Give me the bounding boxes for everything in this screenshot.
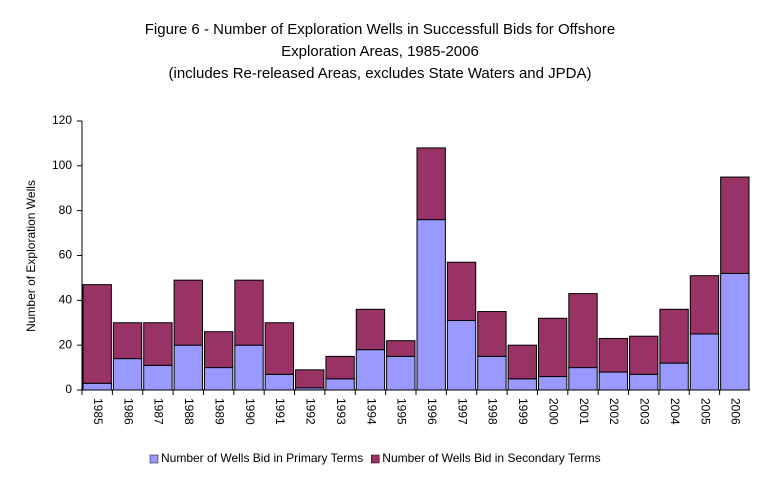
- chart-title: Figure 6 - Number of Exploration Wells i…: [145, 21, 615, 38]
- y-tick-label: 0: [65, 382, 72, 396]
- x-tick-label: 1986: [121, 398, 135, 425]
- x-tick-label: 1988: [182, 398, 196, 425]
- bar-segment: [720, 272, 750, 391]
- y-axis-label: Number of Exploration Wells: [24, 180, 38, 332]
- x-tick-label: 1990: [243, 398, 257, 425]
- y-tick-label: 120: [52, 113, 72, 127]
- x-tick-label: 2005: [698, 398, 712, 425]
- bar-segment: [446, 320, 477, 391]
- bar-segment: [568, 367, 598, 391]
- bar-segment: [112, 358, 143, 391]
- bar-segment: [264, 322, 295, 375]
- bar-segment: [386, 355, 416, 391]
- x-tick-label: 1989: [212, 398, 226, 425]
- bar-segment: [355, 308, 386, 351]
- bar-segment: [234, 279, 264, 346]
- bar-segment: [477, 355, 507, 391]
- bar-segment: [598, 371, 629, 391]
- bar-segment: [598, 337, 629, 373]
- x-tick-label: 1991: [273, 398, 287, 425]
- bar-segment: [325, 378, 355, 391]
- y-tick-label: 80: [59, 203, 73, 217]
- y-tick-label: 100: [52, 158, 72, 172]
- bar-segment: [82, 284, 112, 384]
- bar-segment: [477, 311, 507, 357]
- bar-segment: [629, 373, 659, 391]
- bar-segment: [689, 275, 720, 335]
- bar-segment: [203, 367, 234, 391]
- bar-segment: [720, 176, 750, 274]
- bar-segment: [295, 369, 325, 389]
- y-tick-label: 20: [59, 337, 73, 351]
- bar-segment: [659, 362, 689, 391]
- y-tick-label: 40: [59, 293, 73, 307]
- x-tick-label: 1994: [364, 398, 378, 425]
- bar-segment: [416, 147, 446, 221]
- x-tick-label: 2004: [668, 398, 682, 425]
- chart-title: (includes Re-released Areas, excludes St…: [169, 65, 592, 82]
- x-tick-label: 1997: [455, 398, 469, 425]
- bar-segment: [689, 333, 720, 391]
- x-tick-label: 2002: [607, 398, 621, 425]
- x-tick-label: 2003: [638, 398, 652, 425]
- legend-label: Number of Wells Bid in Primary Terms: [161, 451, 363, 465]
- bar-segment: [446, 261, 477, 322]
- bar-segment: [416, 219, 446, 391]
- bar-segment: [355, 349, 386, 391]
- bar-segment: [143, 364, 173, 391]
- x-tick-label: 2000: [546, 398, 560, 425]
- bar-segment: [173, 344, 203, 391]
- x-tick-label: 1999: [516, 398, 530, 425]
- chart-title: Exploration Areas, 1985-2006: [281, 43, 479, 60]
- bar-segment: [507, 378, 537, 391]
- x-tick-label: 2001: [577, 398, 591, 425]
- x-tick-label: 1992: [304, 398, 318, 425]
- bar-segment: [568, 293, 598, 369]
- legend-label: Number of Wells Bid in Secondary Terms: [382, 451, 600, 465]
- x-tick-label: 1995: [395, 398, 409, 425]
- x-tick-label: 1996: [425, 398, 439, 425]
- bar-segment: [82, 382, 112, 391]
- x-tick-label: 2006: [729, 398, 743, 425]
- bar-segment: [264, 373, 295, 391]
- bar-segment: [325, 355, 355, 380]
- legend-swatch: [149, 454, 159, 464]
- bar-segment: [203, 331, 234, 369]
- bar-segment: [386, 340, 416, 357]
- bar-segment: [629, 335, 659, 375]
- bar-segment: [112, 322, 143, 360]
- x-tick-label: 1987: [152, 398, 166, 425]
- bar-segment: [537, 376, 568, 391]
- bar-segment: [234, 344, 264, 391]
- legend-swatch: [371, 454, 380, 464]
- bar-segment: [537, 317, 568, 378]
- x-tick-label: 1993: [334, 398, 348, 425]
- bar-segment: [507, 344, 537, 380]
- bar-segment: [143, 322, 173, 366]
- x-tick-label: 1985: [91, 398, 105, 425]
- x-tick-label: 1998: [486, 398, 500, 425]
- y-tick-label: 60: [59, 248, 73, 262]
- bar-segment: [173, 279, 203, 346]
- bar-segment: [659, 308, 689, 364]
